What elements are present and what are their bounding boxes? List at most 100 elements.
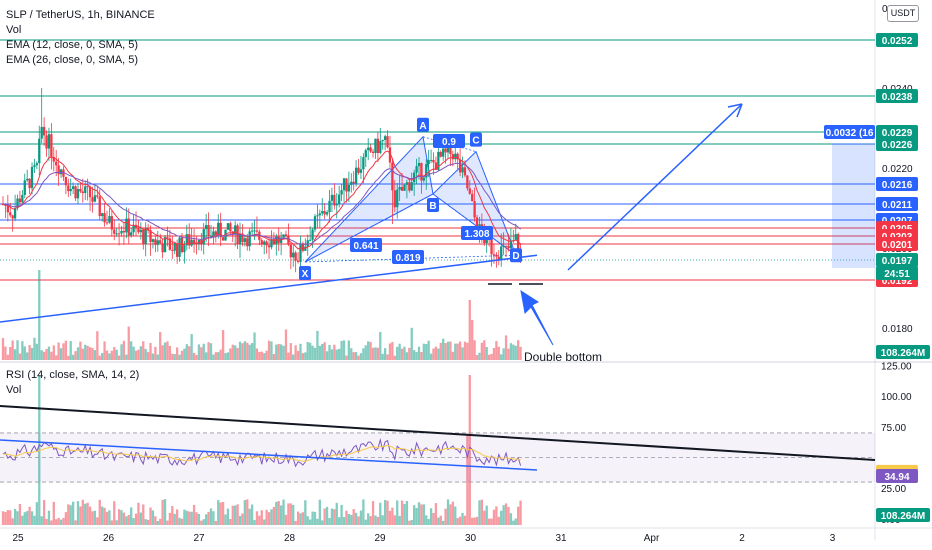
volume-bar [352, 352, 355, 360]
candle-body [379, 141, 382, 154]
volume-bar [338, 348, 341, 360]
candle-body [408, 182, 411, 191]
volume-bar [277, 343, 280, 360]
volume-bar [413, 350, 416, 360]
rsi-volume-bar [139, 512, 143, 525]
volume-bar [132, 346, 135, 360]
volume-bar [379, 331, 382, 360]
rsi-volume-bar [309, 519, 312, 525]
volume-bar [446, 341, 450, 360]
rsi-volume-bar [282, 499, 285, 525]
candle-body [163, 237, 167, 253]
rsi-volume-bar [243, 500, 247, 525]
candle-body [178, 237, 181, 257]
rsi-volume-bar [84, 503, 87, 525]
candle-body [57, 165, 60, 175]
volume-bar [154, 346, 157, 360]
volume-bar [192, 352, 196, 360]
volume-bar [359, 353, 363, 360]
rsi-volume-bar [16, 511, 19, 525]
rsi-volume-bar [437, 517, 440, 525]
volume-bar [279, 344, 283, 360]
rsi-volume-bar [6, 510, 9, 525]
candle-body [369, 147, 372, 152]
rsi-volume-bar [185, 510, 188, 525]
candle-body [509, 240, 513, 249]
candle-body [458, 159, 462, 173]
candle-body [86, 186, 89, 188]
rsi-volume-bar [432, 512, 435, 525]
rsi-volume-bar [383, 500, 387, 525]
legend-ema-12: EMA (12, close, 0, SMA, 5) [6, 39, 139, 51]
candle-body [183, 245, 186, 253]
pattern-point-label: D [512, 251, 519, 262]
volume-bar [463, 341, 467, 360]
candle-body [451, 154, 455, 160]
candle-body [468, 188, 471, 194]
volume-bar [224, 353, 227, 360]
volume-bar [144, 348, 147, 360]
candle-body [69, 188, 72, 192]
currency-button[interactable]: USDT [887, 5, 919, 22]
candle-body [212, 231, 215, 236]
candle-body [234, 225, 237, 235]
candle-body [272, 239, 276, 245]
rsi-volume-bar [125, 516, 128, 525]
rsi-volume-bar [478, 500, 481, 525]
volume-bar [146, 352, 150, 360]
rsi-tick-label: 25.00 [881, 484, 906, 495]
rsi-volume-bar [502, 505, 505, 525]
pattern-point-label: A [419, 121, 426, 132]
rsi-volume-bar [490, 518, 493, 525]
candle-body [316, 215, 319, 217]
candle-body [64, 176, 68, 186]
pattern-ratio-label: 0.641 [353, 241, 378, 252]
volume-bar [59, 348, 63, 360]
rsi-volume-bar [338, 517, 341, 525]
volume-bar [376, 347, 380, 360]
rsi-volume-bar [188, 511, 191, 525]
volume-bar [101, 353, 104, 360]
candle-body [263, 241, 266, 245]
volume-bar [408, 347, 411, 360]
projection-arrowhead [727, 103, 743, 118]
volume-bar [432, 348, 435, 360]
volume-bar [139, 346, 143, 360]
volume-bar [323, 342, 326, 360]
rsi-volume-bar [52, 501, 55, 525]
rsi-volume-bar [376, 516, 380, 525]
candle-body [265, 241, 268, 246]
rsi-volume-bar [417, 502, 421, 525]
volume-bar [289, 343, 292, 360]
volume-bar [492, 348, 496, 360]
candle-body [76, 188, 80, 199]
volume-bar [4, 346, 7, 360]
candle-body [427, 160, 430, 165]
volume-bar [304, 352, 307, 360]
candle-body [422, 177, 425, 181]
volume-bar [427, 340, 430, 360]
rsi-volume-bar [405, 501, 409, 525]
rsi-volume-bar [410, 519, 413, 525]
rsi-volume-bar [130, 507, 133, 525]
volume-bar [113, 347, 116, 360]
volume-bar [449, 341, 452, 360]
volume-bar [400, 348, 404, 360]
rsi-volume-bar [137, 502, 140, 525]
rsi-volume-bar [30, 511, 34, 525]
candle-body [98, 196, 101, 216]
rsi-volume-bar [195, 512, 198, 525]
rsi-volume-bar [446, 499, 450, 525]
volume-bar [495, 341, 498, 360]
candle-body [127, 218, 130, 236]
candle-body [38, 138, 41, 164]
legend-rsi: RSI (14, close, SMA, 14, 2) [6, 369, 140, 381]
rsi-volume-bar [371, 501, 375, 525]
rsi-volume-bar [461, 512, 464, 525]
candle-body [16, 198, 19, 209]
volume-bar [122, 340, 126, 360]
volume-bar [50, 351, 53, 360]
rsi-volume-bar [279, 505, 283, 525]
volume-bar [345, 355, 348, 360]
candle-body [403, 184, 406, 191]
